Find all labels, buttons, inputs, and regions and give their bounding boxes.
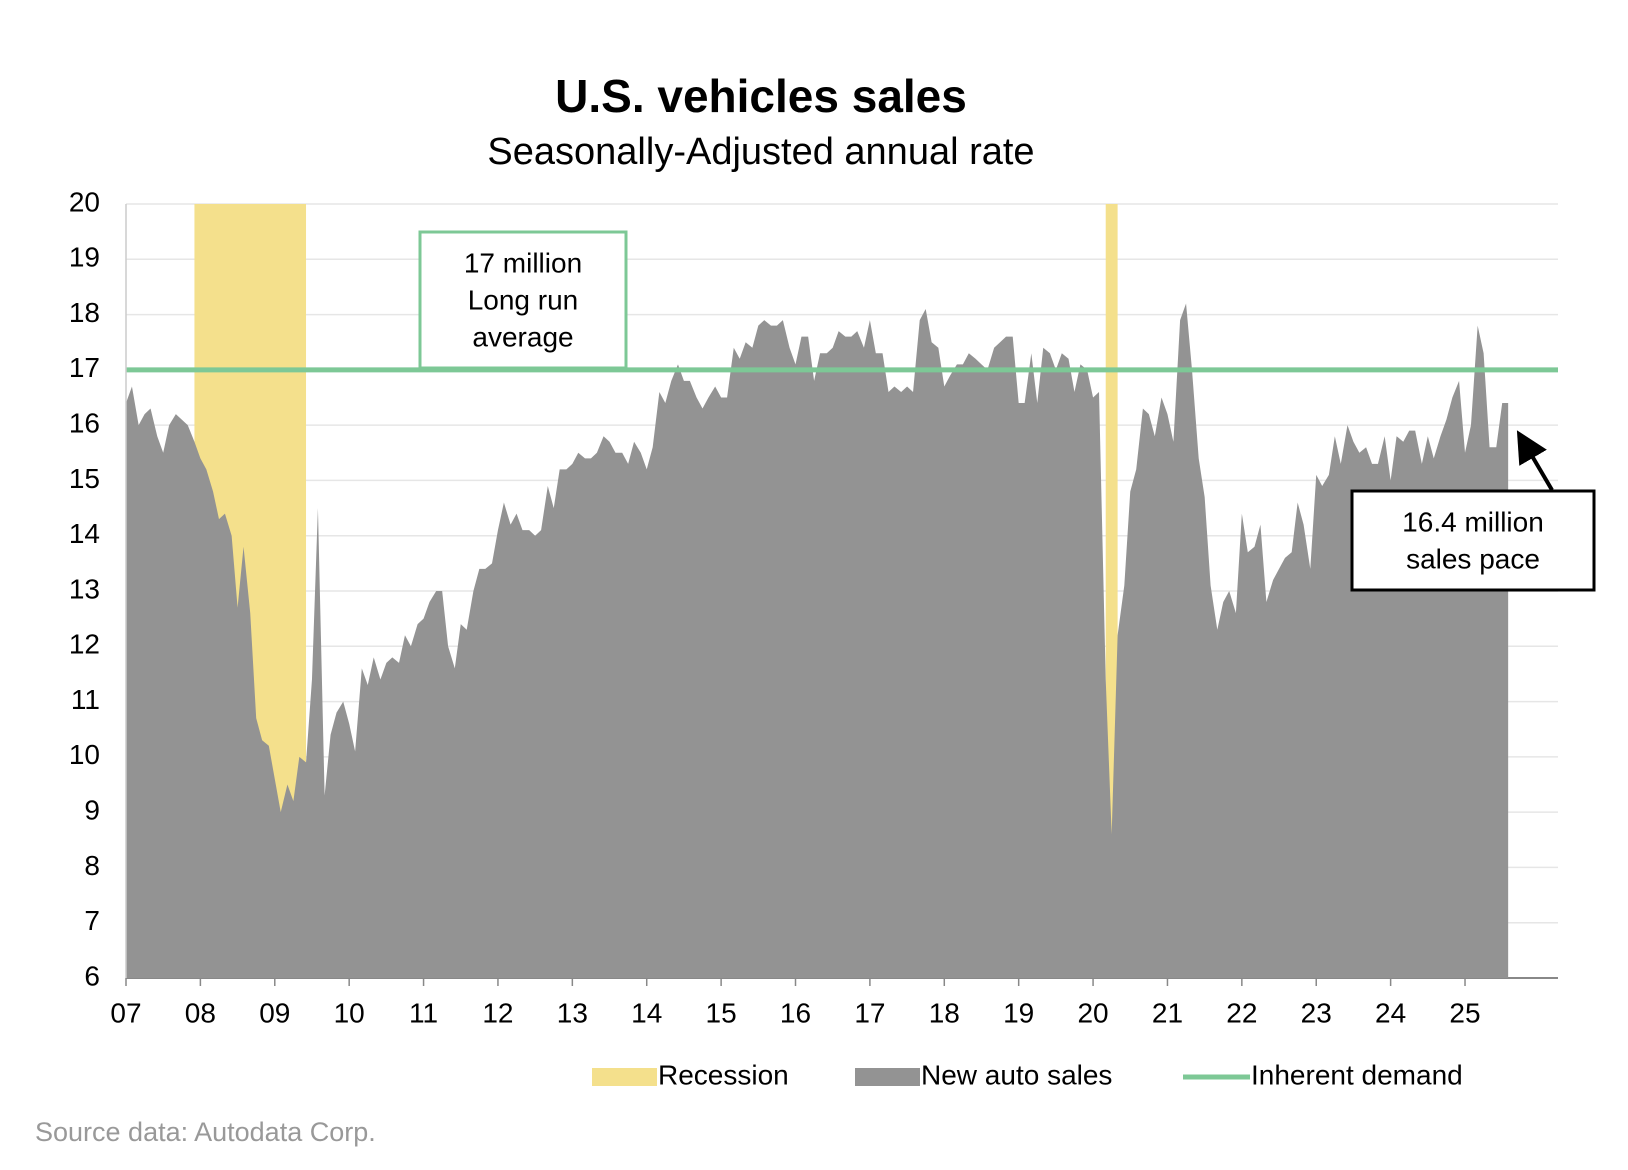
chart-subtitle: Seasonally-Adjusted annual rate	[487, 131, 1034, 173]
y-tick-label: 7	[84, 905, 100, 936]
y-tick-label: 9	[84, 795, 100, 826]
legend-swatch	[855, 1068, 920, 1086]
sales-area	[126, 303, 1509, 978]
annotation-text: 16.4 million	[1402, 506, 1544, 537]
legend-swatch	[592, 1068, 657, 1086]
y-tick-label: 6	[84, 960, 100, 991]
y-tick-label: 19	[69, 242, 100, 273]
x-tick-label: 18	[929, 997, 960, 1028]
y-tick-label: 18	[69, 297, 100, 328]
y-tick-label: 16	[69, 408, 100, 439]
x-tick-label: 21	[1152, 997, 1183, 1028]
annotation-box	[1350, 489, 1596, 592]
annotation-text: 17 million	[464, 247, 582, 278]
legend-label: Recession	[658, 1059, 789, 1090]
recession-band	[1105, 204, 1118, 978]
y-tick-label: 17	[69, 352, 100, 383]
y-tick-label: 13	[69, 573, 100, 604]
x-tick-label: 20	[1077, 997, 1108, 1028]
x-tick-label: 14	[631, 997, 662, 1028]
x-tick-label: 11	[409, 997, 438, 1028]
source-note: Source data: Autodata Corp.	[35, 1117, 376, 1147]
x-tick-label: 10	[334, 997, 365, 1028]
y-tick-label: 10	[69, 739, 100, 770]
x-tick-label: 17	[854, 997, 885, 1028]
annotation-text: average	[472, 321, 573, 352]
y-tick-label: 11	[71, 684, 100, 715]
x-tick-label: 15	[706, 997, 737, 1028]
x-tick-label: 24	[1375, 997, 1406, 1028]
annotation-box	[418, 230, 628, 370]
annotation-text: Long run	[468, 284, 579, 315]
y-tick-label: 15	[69, 463, 100, 494]
x-tick-label: 16	[780, 997, 811, 1028]
x-tick-label: 25	[1449, 997, 1480, 1028]
y-tick-label: 12	[69, 629, 100, 660]
legend-label: New auto sales	[921, 1059, 1112, 1090]
x-tick-label: 19	[1003, 997, 1034, 1028]
annotation-arrow	[1516, 430, 1554, 492]
x-tick-label: 12	[482, 997, 513, 1028]
x-tick-label: 22	[1226, 997, 1257, 1028]
x-tick-label: 23	[1301, 997, 1332, 1028]
annotation-text: sales pace	[1406, 543, 1540, 574]
y-tick-label: 14	[69, 518, 100, 549]
y-tick-label: 8	[84, 850, 100, 881]
legend-label: Inherent demand	[1251, 1059, 1463, 1090]
y-tick-label: 20	[69, 186, 100, 217]
chart-title: U.S. vehicles sales	[555, 70, 967, 122]
x-tick-label: 07	[110, 997, 141, 1028]
x-tick-label: 13	[557, 997, 588, 1028]
x-tick-label: 08	[185, 997, 216, 1028]
x-tick-label: 09	[259, 997, 290, 1028]
